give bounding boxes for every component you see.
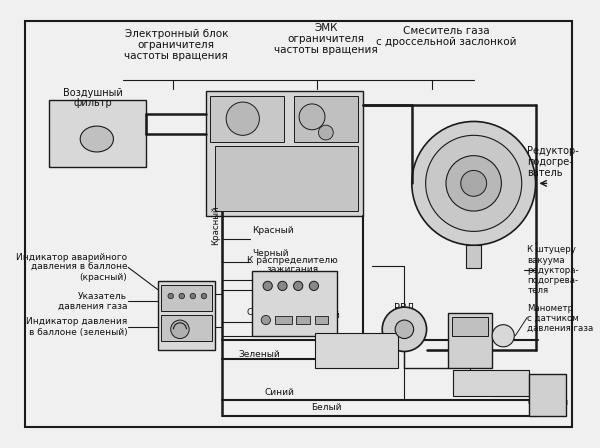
Text: Редуктор-: Редуктор- — [527, 146, 579, 156]
Text: газа «капот»: газа «капот» — [325, 354, 388, 363]
Text: зажигания: зажигания — [266, 265, 319, 274]
Text: баллоны: баллоны — [527, 398, 568, 407]
Text: Газовые: Газовые — [528, 387, 568, 396]
Bar — [206, 91, 363, 215]
Bar — [296, 316, 310, 324]
Text: ватель: ватель — [527, 168, 563, 178]
Circle shape — [201, 293, 207, 299]
Circle shape — [261, 315, 271, 325]
Circle shape — [263, 281, 272, 290]
Circle shape — [168, 293, 173, 299]
Text: газа «баллон»: газа «баллон» — [461, 386, 522, 395]
Text: теля: теля — [527, 286, 548, 295]
Bar — [466, 245, 481, 268]
Text: Указатель: Указатель — [78, 292, 127, 301]
Text: ограничителя: ограничителя — [287, 34, 364, 44]
Text: К штуцеру: К штуцеру — [527, 246, 576, 254]
Text: давления газа: давления газа — [58, 302, 127, 311]
Text: ЭМК: ЭМК — [314, 23, 338, 33]
Text: с дроссельной заслонкой: с дроссельной заслонкой — [376, 37, 516, 47]
Text: Индикатор давления: Индикатор давления — [26, 318, 127, 327]
Circle shape — [293, 281, 303, 290]
Bar — [158, 281, 215, 349]
Circle shape — [190, 293, 196, 299]
Text: Красный: Красный — [211, 205, 220, 245]
Circle shape — [278, 281, 287, 290]
Text: К распределителю: К распределителю — [247, 255, 338, 264]
Text: частоты вращения: частоты вращения — [274, 45, 378, 56]
Text: Датчик утечки: Датчик утечки — [460, 376, 523, 386]
Text: Белый: Белый — [311, 404, 341, 413]
Text: Датчик утечки: Датчик утечки — [321, 343, 392, 352]
Text: подогре-: подогре- — [527, 157, 573, 167]
Text: ограничителя: ограничителя — [138, 40, 215, 50]
Text: СУГ-3: СУГ-3 — [276, 326, 310, 336]
Text: Синий: Синий — [265, 388, 295, 397]
Text: частоты вращения: частоты вращения — [124, 51, 228, 61]
Text: Электронный блок: Электронный блок — [125, 29, 228, 39]
Circle shape — [309, 281, 319, 290]
Circle shape — [446, 155, 502, 211]
Text: Красный: Красный — [252, 226, 293, 235]
Text: РВД: РВД — [394, 303, 415, 313]
Text: Синий: Синий — [311, 311, 341, 320]
Bar — [215, 146, 358, 211]
Circle shape — [382, 307, 427, 352]
Text: подогрева-: подогрева- — [527, 276, 578, 285]
Text: с датчиком: с датчиком — [527, 314, 579, 323]
Bar — [452, 317, 488, 336]
Circle shape — [425, 135, 522, 231]
Circle shape — [226, 102, 259, 135]
Bar — [211, 95, 284, 142]
Bar — [275, 316, 292, 324]
Text: давления в баллоне: давления в баллоне — [31, 263, 127, 272]
Circle shape — [179, 293, 185, 299]
Text: редуктора-: редуктора- — [527, 266, 579, 275]
Bar — [49, 100, 146, 167]
Text: фильтр: фильтр — [74, 98, 112, 108]
Bar — [454, 370, 529, 396]
Text: вакуума: вакуума — [527, 255, 565, 264]
Text: ЭМК: ЭМК — [458, 345, 482, 355]
Text: Зеленый: Зеленый — [238, 350, 280, 359]
Ellipse shape — [80, 126, 113, 152]
Bar — [161, 315, 212, 341]
Text: (красный): (красный) — [80, 273, 127, 282]
Text: Белый: Белый — [267, 327, 298, 336]
Text: Черный: Черный — [252, 249, 289, 258]
Bar — [448, 313, 492, 368]
Circle shape — [492, 325, 514, 347]
Bar — [161, 285, 212, 311]
Circle shape — [395, 320, 413, 339]
Bar — [293, 95, 358, 142]
Circle shape — [171, 320, 189, 339]
Text: Воздушный: Воздушный — [63, 88, 123, 98]
Bar — [529, 374, 566, 416]
Text: Индикатор аварийного: Индикатор аварийного — [16, 253, 127, 262]
Text: давления газа: давления газа — [527, 324, 593, 333]
Text: газа: газа — [458, 356, 482, 366]
Bar — [252, 271, 337, 336]
Bar — [315, 333, 398, 368]
Text: в баллоне (зеленый): в баллоне (зеленый) — [29, 327, 127, 336]
Text: Смеситель газа: Смеситель газа — [403, 26, 489, 36]
Circle shape — [299, 104, 325, 130]
Circle shape — [319, 125, 333, 140]
Circle shape — [412, 121, 536, 245]
Bar — [315, 316, 328, 324]
Circle shape — [461, 170, 487, 196]
Text: Манометр: Манометр — [527, 304, 574, 313]
Text: Синий: Синий — [246, 308, 276, 317]
